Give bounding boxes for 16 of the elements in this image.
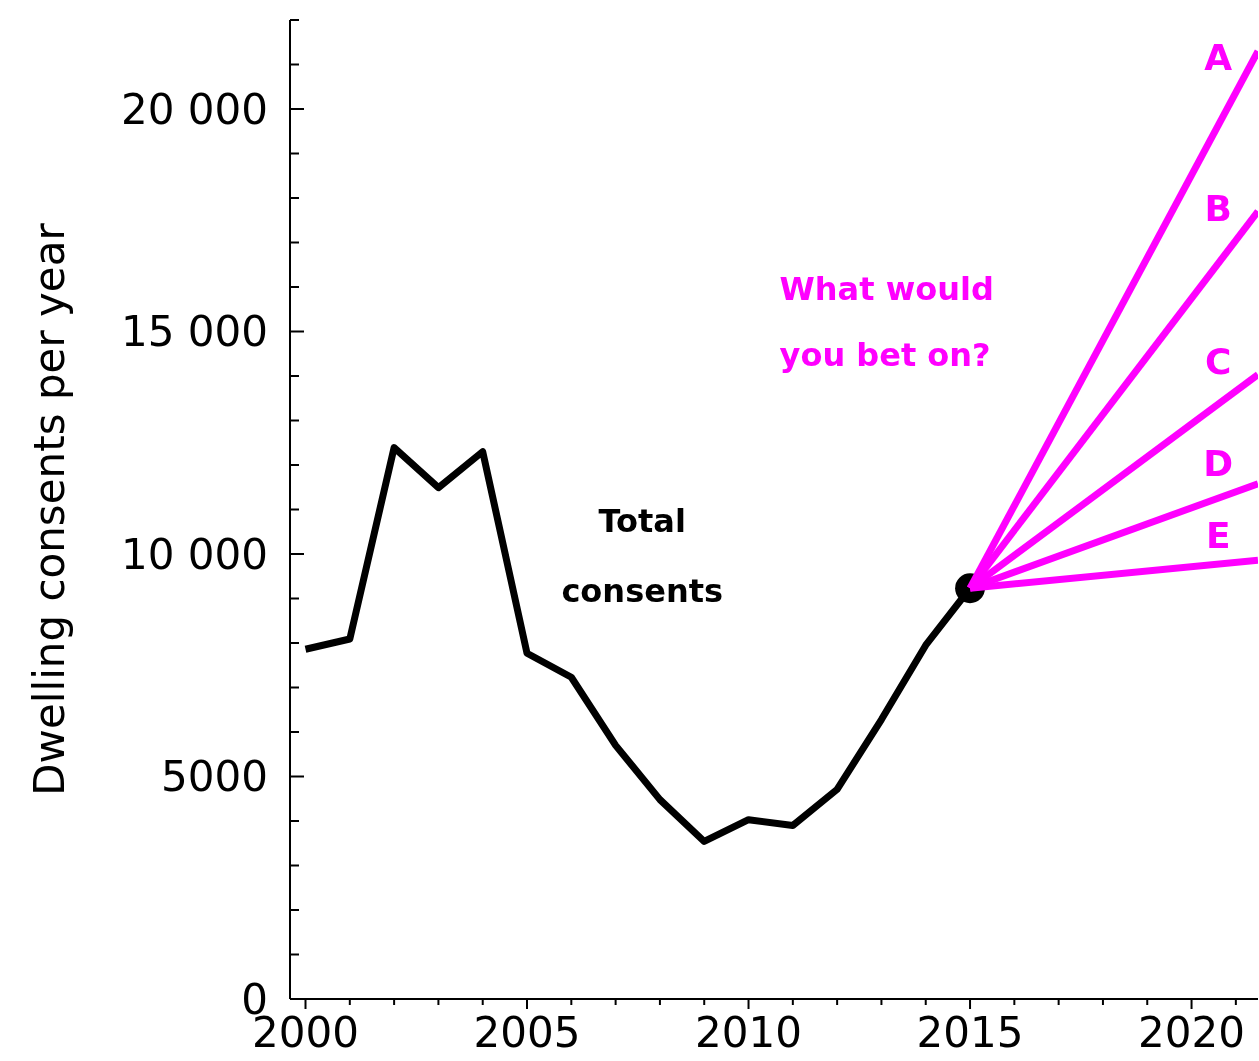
x-tick-label: 2015 [916,1008,1024,1057]
x-tick-label: 2010 [695,1008,802,1057]
series-label: C [1205,340,1232,382]
y-tick-label: 15 000 [121,307,268,357]
annotation: What would you bet on? [779,270,994,375]
y-tick-label: 10 000 [121,529,268,579]
series-label: B [1204,187,1233,229]
x-tick-label: 2020 [1138,1008,1245,1057]
y-axis-title: Dwelling consents per year [25,222,74,796]
series-label: A [1204,37,1233,79]
y-tick-label: 5000 [161,752,268,802]
y-tick-label: 20 000 [121,84,268,134]
series-label: Total consents [561,501,724,610]
x-tick-label: 2005 [473,1008,581,1057]
series-label: D [1203,443,1234,485]
series-label: E [1205,514,1231,556]
